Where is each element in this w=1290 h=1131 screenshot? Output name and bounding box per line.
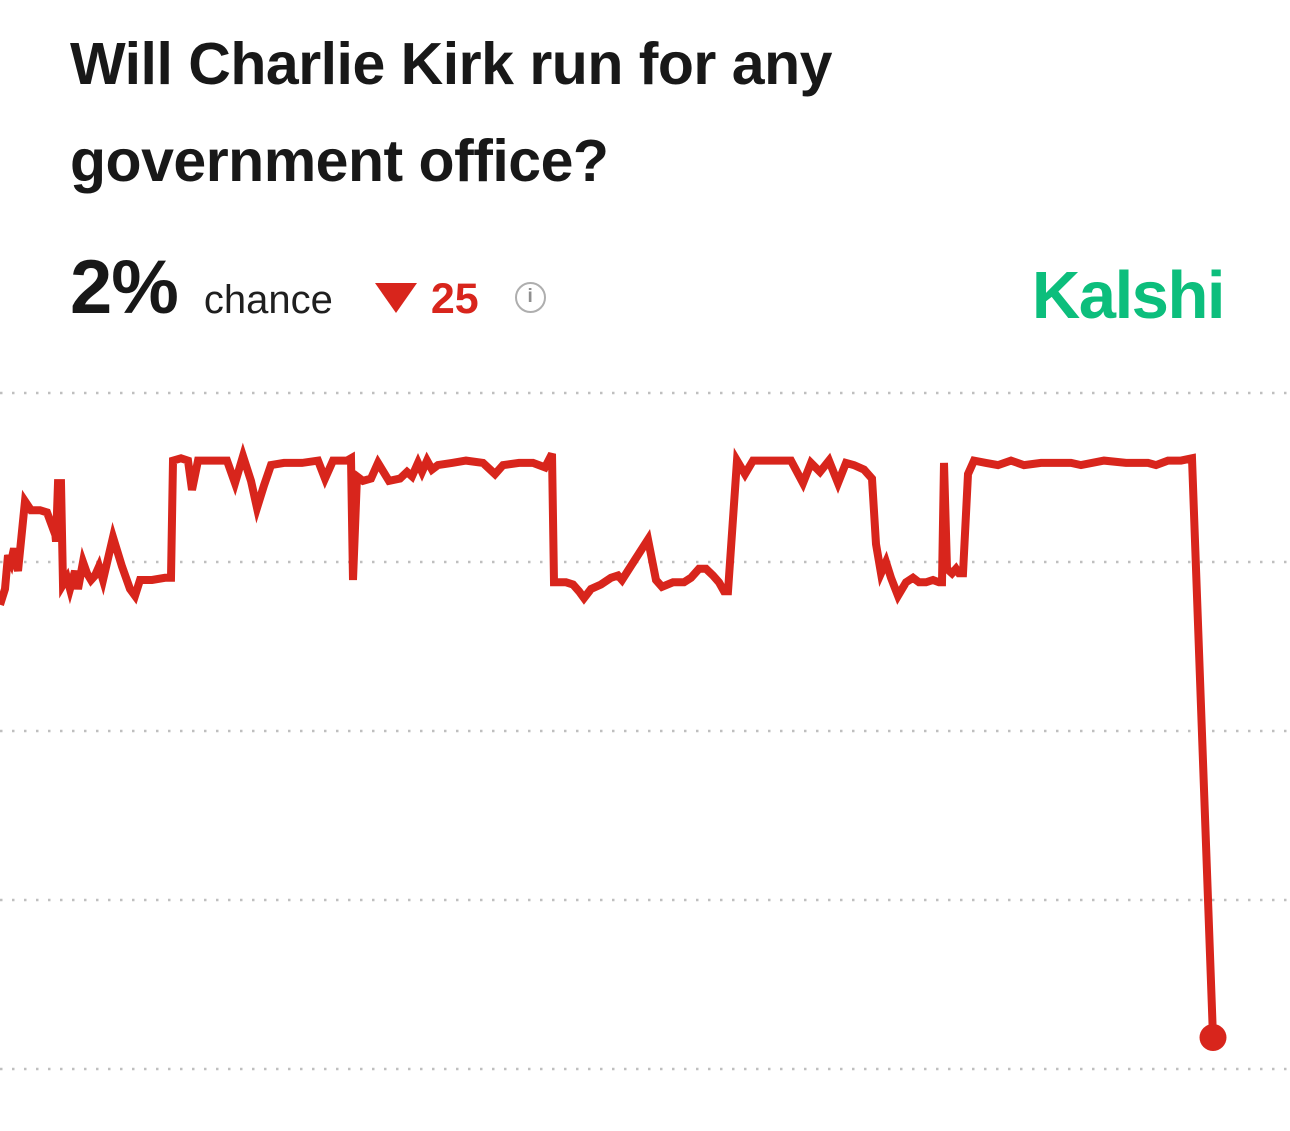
chart-canvas (0, 391, 1290, 1071)
gridlines (0, 391, 1290, 1071)
price-chart (0, 370, 1290, 1131)
chance-value: 2% (70, 245, 179, 330)
stats-row: 2% chance 25 i (70, 250, 546, 326)
market-title: Will Charlie Kirk run for any government… (70, 31, 832, 194)
chance-label: chance (203, 278, 333, 322)
change-value: 25 (430, 275, 479, 323)
kalshi-logo[interactable]: Kalshi (1031, 258, 1226, 333)
triangle-down-icon (374, 283, 417, 313)
price-line (0, 442, 1217, 1038)
current-price-dot (1199, 1024, 1227, 1051)
info-icon[interactable]: i (514, 281, 546, 313)
